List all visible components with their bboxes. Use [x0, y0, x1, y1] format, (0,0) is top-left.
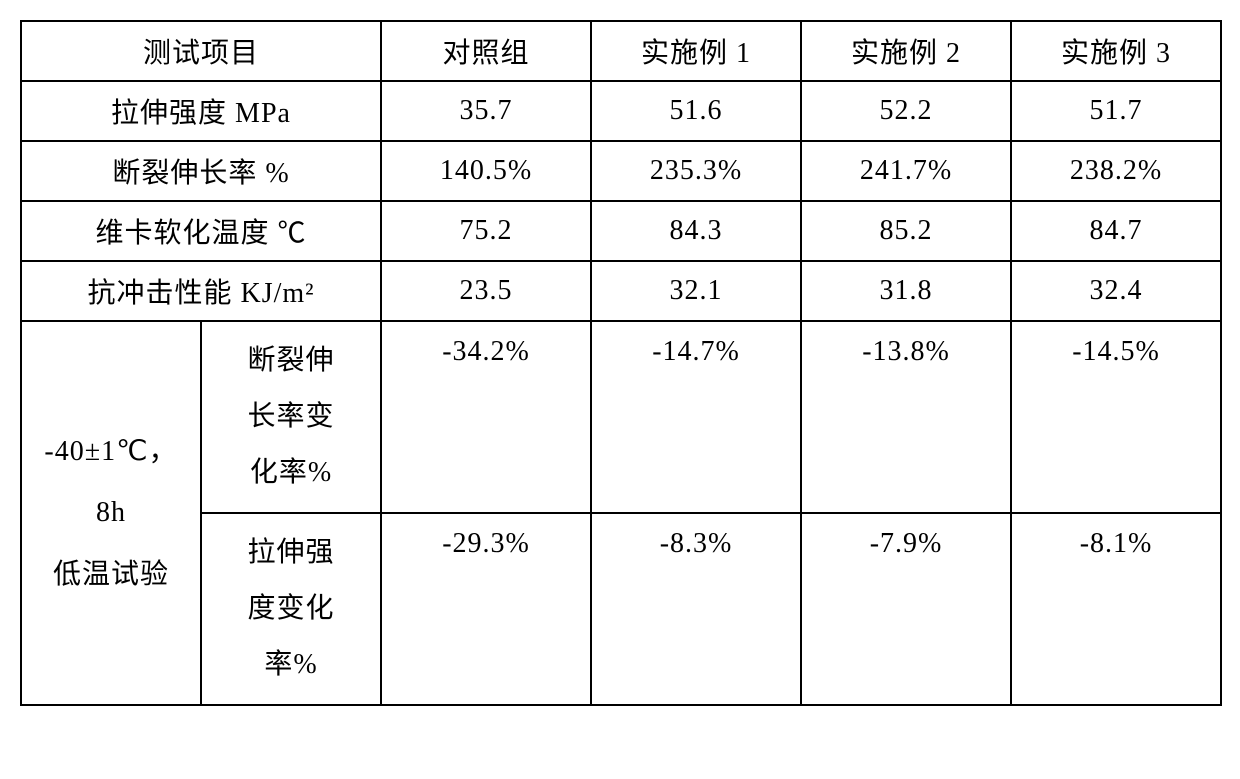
subrow-label-line: 率% — [264, 649, 317, 680]
cell-value: 51.7 — [1011, 81, 1221, 141]
group-label-low-temp-test: -40±1℃， 8h 低温试验 — [21, 321, 201, 705]
table-row-group-sub1: -40±1℃， 8h 低温试验 断裂伸 长率变 化率% -34.2% -14.7… — [21, 321, 1221, 513]
cell-value: 31.8 — [801, 261, 1011, 321]
cell-value: -13.8% — [801, 321, 1011, 513]
header-example-1: 实施例 1 — [591, 21, 801, 81]
cell-value: 32.4 — [1011, 261, 1221, 321]
row-label-vicat: 维卡软化温度 ℃ — [21, 201, 381, 261]
header-example-2: 实施例 2 — [801, 21, 1011, 81]
table-row: 拉伸强度 MPa 35.7 51.6 52.2 51.7 — [21, 81, 1221, 141]
table-row: 维卡软化温度 ℃ 75.2 84.3 85.2 84.7 — [21, 201, 1221, 261]
cell-value: 85.2 — [801, 201, 1011, 261]
table-row: 断裂伸长率 % 140.5% 235.3% 241.7% 238.2% — [21, 141, 1221, 201]
cell-value: 32.1 — [591, 261, 801, 321]
cell-value: 35.7 — [381, 81, 591, 141]
cell-value: 51.6 — [591, 81, 801, 141]
cell-value: 52.2 — [801, 81, 1011, 141]
group-label-line: 低温试验 — [53, 559, 169, 590]
subrow-label-tensile-change: 拉伸强 度变化 率% — [201, 513, 381, 705]
cell-value: 241.7% — [801, 141, 1011, 201]
cell-value: -29.3% — [381, 513, 591, 705]
row-label-impact: 抗冲击性能 KJ/m² — [21, 261, 381, 321]
group-label-line: -40±1℃， — [44, 436, 177, 467]
cell-value: -8.3% — [591, 513, 801, 705]
table-header-row: 测试项目 对照组 实施例 1 实施例 2 实施例 3 — [21, 21, 1221, 81]
cell-value: -7.9% — [801, 513, 1011, 705]
cell-value: 84.3 — [591, 201, 801, 261]
cell-value: 75.2 — [381, 201, 591, 261]
row-label-elongation: 断裂伸长率 % — [21, 141, 381, 201]
data-table: 测试项目 对照组 实施例 1 实施例 2 实施例 3 拉伸强度 MPa 35.7… — [20, 20, 1222, 706]
cell-value: 235.3% — [591, 141, 801, 201]
cell-value: -14.5% — [1011, 321, 1221, 513]
table-row-group-sub2: 拉伸强 度变化 率% -29.3% -8.3% -7.9% -8.1% — [21, 513, 1221, 705]
table-row: 抗冲击性能 KJ/m² 23.5 32.1 31.8 32.4 — [21, 261, 1221, 321]
header-control: 对照组 — [381, 21, 591, 81]
subrow-label-line: 度变化 — [248, 593, 335, 624]
group-label-line: 8h — [96, 497, 126, 528]
cell-value: 238.2% — [1011, 141, 1221, 201]
cell-value: -34.2% — [381, 321, 591, 513]
subrow-label-line: 拉伸强 — [248, 537, 335, 568]
header-example-3: 实施例 3 — [1011, 21, 1221, 81]
subrow-label-line: 长率变 — [248, 401, 335, 432]
row-label-tensile-strength: 拉伸强度 MPa — [21, 81, 381, 141]
cell-value: 23.5 — [381, 261, 591, 321]
header-test-item: 测试项目 — [21, 21, 381, 81]
cell-value: 84.7 — [1011, 201, 1221, 261]
cell-value: 140.5% — [381, 141, 591, 201]
cell-value: -14.7% — [591, 321, 801, 513]
subrow-label-line: 化率% — [250, 457, 332, 488]
subrow-label-elongation-change: 断裂伸 长率变 化率% — [201, 321, 381, 513]
subrow-label-line: 断裂伸 — [248, 345, 335, 376]
cell-value: -8.1% — [1011, 513, 1221, 705]
